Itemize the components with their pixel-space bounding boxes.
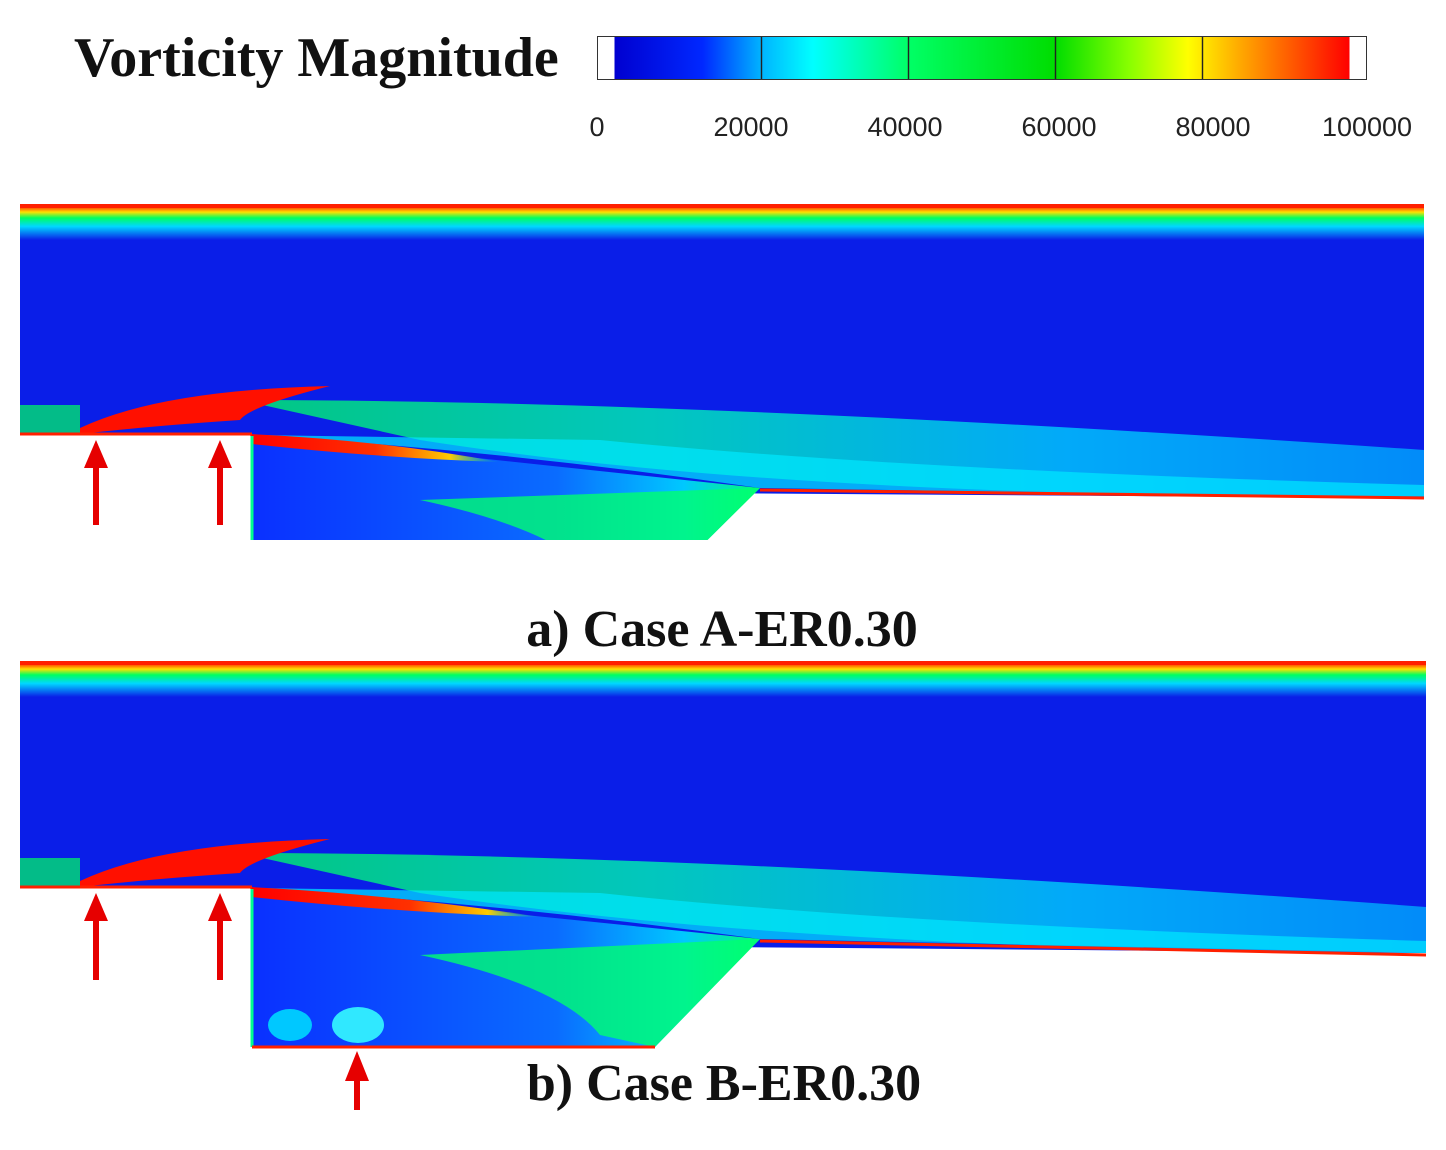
injection-arrow (84, 893, 108, 980)
panel-a-caption: a) Case A-ER0.30 (526, 601, 918, 658)
colorbar-tick-label: 100000 (1321, 112, 1413, 142)
colorbar-tick-label: 80000 (1175, 112, 1251, 142)
colorbar-tick-label: 60000 (1021, 112, 1097, 142)
injection-arrow (345, 1051, 369, 1110)
colorbar-tick-label: 40000 (867, 112, 943, 142)
colorbar-gradient (614, 37, 1350, 79)
panel-b-caption: b) Case B-ER0.30 (526, 1055, 922, 1112)
injection-arrow (84, 440, 108, 525)
injection-arrow (208, 893, 232, 980)
contour-panel-b (20, 661, 1427, 1110)
injection-arrow (208, 440, 232, 525)
colorbar (597, 36, 1367, 80)
colorbar-title: Vorticity Magnitude (74, 27, 559, 89)
contour-panel-a (20, 204, 1425, 540)
colorbar-tick-label: 20000 (713, 112, 789, 142)
colorbar-tick-label: 0 (589, 112, 605, 142)
